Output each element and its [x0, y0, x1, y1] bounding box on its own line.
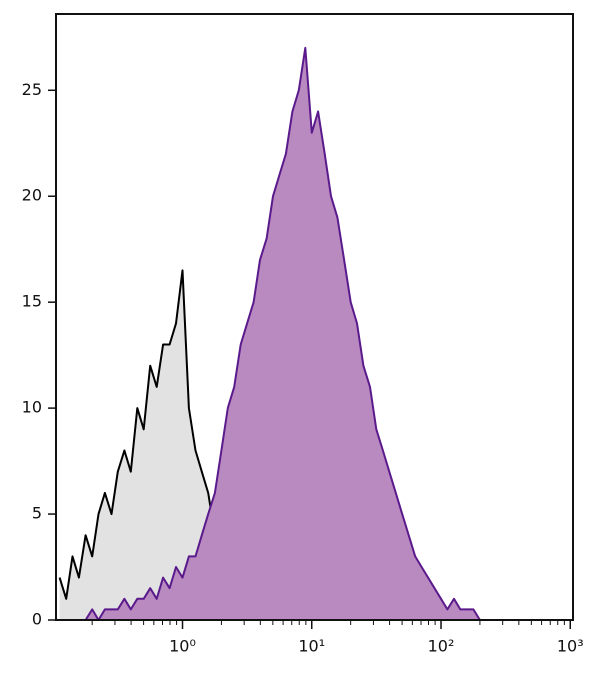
area-fill: [59, 47, 480, 620]
y-tick-label: 5: [32, 504, 42, 523]
x-tick-label: 10¹: [298, 637, 325, 656]
plot-area: [58, 46, 481, 621]
y-tick-label: 10: [22, 398, 42, 417]
y-tick-label: 20: [22, 186, 42, 205]
x-tick-label: 10²: [428, 637, 455, 656]
x-tick-label: 10⁰: [169, 637, 196, 656]
histogram-line: [59, 46, 481, 621]
y-tick-label: 0: [32, 610, 42, 629]
x-tick-label: 10³: [557, 637, 584, 656]
plot-frame: [55, 13, 574, 621]
y-tick-label: 25: [22, 80, 42, 99]
area-fill: [59, 270, 480, 620]
y-tick-label: 15: [22, 292, 42, 311]
